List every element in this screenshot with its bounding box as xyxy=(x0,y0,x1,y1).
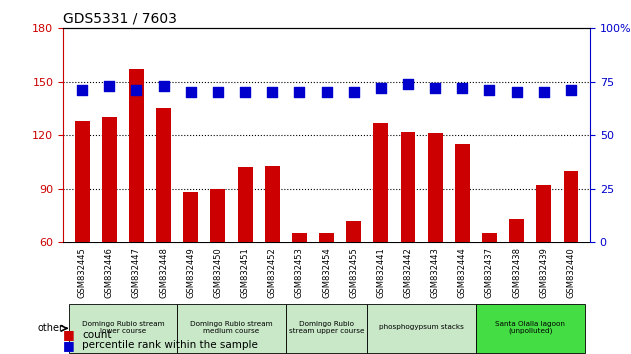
Point xyxy=(213,90,223,95)
Bar xyxy=(183,192,198,242)
Point xyxy=(539,90,549,95)
Bar xyxy=(129,69,144,242)
Bar xyxy=(346,221,361,242)
Point xyxy=(267,90,277,95)
Text: GSM832449: GSM832449 xyxy=(186,247,195,298)
Text: Domingo Rubio stream
lower course: Domingo Rubio stream lower course xyxy=(81,321,164,334)
Bar xyxy=(428,133,443,242)
Text: GSM832446: GSM832446 xyxy=(105,247,114,298)
Text: percentile rank within the sample: percentile rank within the sample xyxy=(82,340,258,350)
Text: other: other xyxy=(37,323,63,333)
Text: GSM832439: GSM832439 xyxy=(540,247,548,298)
Point xyxy=(77,87,87,93)
Text: GSM832443: GSM832443 xyxy=(431,247,440,298)
Bar xyxy=(69,304,177,353)
Bar xyxy=(319,233,334,242)
Text: GSM832453: GSM832453 xyxy=(295,247,304,298)
Bar xyxy=(367,304,476,353)
Text: GSM832447: GSM832447 xyxy=(132,247,141,298)
Text: GSM832452: GSM832452 xyxy=(268,247,277,298)
Point xyxy=(186,90,196,95)
Text: GSM832450: GSM832450 xyxy=(213,247,222,298)
Text: Domingo Rubio
stream upper course: Domingo Rubio stream upper course xyxy=(289,321,364,334)
Text: Santa Olalla lagoon
(unpolluted): Santa Olalla lagoon (unpolluted) xyxy=(495,321,565,334)
Bar xyxy=(156,108,171,242)
Bar xyxy=(536,185,551,242)
Point xyxy=(131,87,141,93)
Text: phosphogypsum stacks: phosphogypsum stacks xyxy=(379,324,464,330)
Text: GSM832438: GSM832438 xyxy=(512,247,521,298)
Text: GSM832440: GSM832440 xyxy=(567,247,575,298)
Point xyxy=(485,87,495,93)
Point xyxy=(376,85,386,91)
Bar xyxy=(455,144,470,242)
Bar xyxy=(74,121,90,242)
Point xyxy=(457,85,468,91)
Point xyxy=(240,90,250,95)
Bar xyxy=(401,132,415,242)
Text: ■: ■ xyxy=(63,339,75,352)
Text: GSM832441: GSM832441 xyxy=(376,247,386,298)
Text: GSM832442: GSM832442 xyxy=(403,247,413,298)
Point xyxy=(349,90,359,95)
Point xyxy=(566,87,576,93)
Bar xyxy=(509,219,524,242)
Text: GSM832445: GSM832445 xyxy=(78,247,86,298)
Point xyxy=(104,83,114,89)
Point xyxy=(512,90,522,95)
Point xyxy=(158,83,168,89)
Text: Domingo Rubio stream
medium course: Domingo Rubio stream medium course xyxy=(190,321,273,334)
Bar xyxy=(102,118,117,242)
Text: GSM832437: GSM832437 xyxy=(485,247,494,298)
Text: GSM832444: GSM832444 xyxy=(458,247,467,298)
Bar xyxy=(374,123,388,242)
Bar xyxy=(292,233,307,242)
Point xyxy=(294,90,304,95)
Text: GDS5331 / 7603: GDS5331 / 7603 xyxy=(63,12,177,26)
Bar xyxy=(476,304,584,353)
Point xyxy=(322,90,332,95)
Bar xyxy=(563,171,579,242)
Bar xyxy=(238,167,252,242)
Text: GSM832455: GSM832455 xyxy=(349,247,358,298)
Text: ■: ■ xyxy=(63,328,75,341)
Text: count: count xyxy=(82,330,112,339)
Text: GSM832454: GSM832454 xyxy=(322,247,331,298)
Bar xyxy=(265,166,280,242)
Bar xyxy=(286,304,367,353)
Bar xyxy=(482,233,497,242)
Point xyxy=(403,81,413,87)
Bar xyxy=(177,304,286,353)
Bar xyxy=(210,189,225,242)
Point xyxy=(430,85,440,91)
Text: GSM832448: GSM832448 xyxy=(159,247,168,298)
Text: GSM832451: GSM832451 xyxy=(240,247,250,298)
